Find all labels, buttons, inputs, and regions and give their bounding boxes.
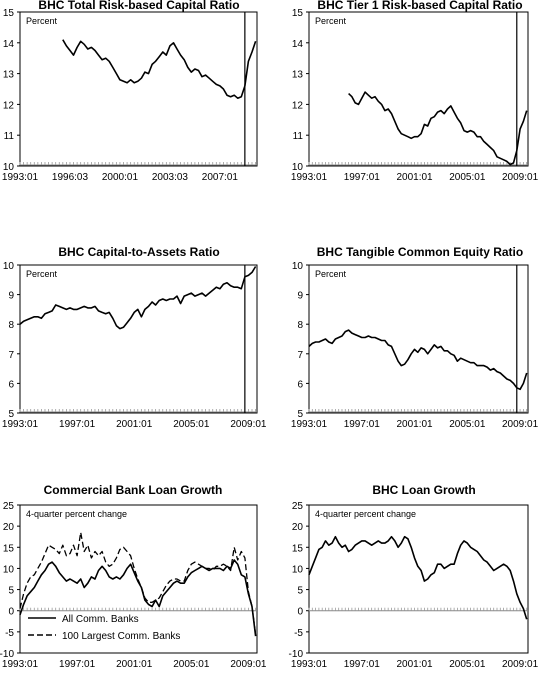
panel-4-xtick-label: 2001:01 — [396, 419, 433, 430]
panel-2-ytick-label: 14 — [292, 39, 304, 50]
panel-1-ytick-label: 14 — [3, 39, 15, 50]
panel-3-ytick-label: 8 — [8, 320, 14, 331]
panel-6-ytick-label: 20 — [292, 522, 304, 533]
panel-4-ytick-label: 6 — [297, 379, 303, 390]
panel-1-ytick-label: 12 — [3, 100, 15, 111]
panel-6-ytick-label: 25 — [292, 501, 304, 512]
panel-6-ytick-label: 5 — [297, 586, 303, 597]
panel-1-ytick-label: 13 — [3, 70, 15, 81]
panel-2-xtick-label: 2005:01 — [449, 172, 486, 183]
panel-1-unit-label: Percent — [26, 16, 58, 26]
panel-4-ytick-label: 8 — [297, 320, 303, 331]
panel-4-series-1-line — [308, 329, 528, 391]
panel-2-ytick-label: 10 — [292, 162, 304, 173]
panel-5-ytick-label: 15 — [3, 543, 15, 554]
panel-4-title: BHC Tangible Common Equity Ratio — [317, 245, 523, 259]
panel-6-series-1-line — [308, 535, 528, 620]
panel-4-xtick-label: 1993:01 — [291, 419, 328, 430]
panel-5-frame — [19, 504, 258, 654]
panel-3-ytick-label: 6 — [8, 379, 14, 390]
panel-2-ytick-label: 11 — [293, 131, 304, 142]
panel-4-unit-label: Percent — [315, 269, 347, 279]
panel-2-ytick-label: 13 — [292, 70, 304, 81]
panel-3-ytick-label: 10 — [3, 261, 15, 272]
panel-1-xtick-label: 2000:01 — [102, 172, 139, 183]
panel-4-ytick-label: 10 — [292, 261, 304, 272]
panel-2-ytick-label: 15 — [292, 8, 304, 19]
panel-2-xtick-label: 1997:01 — [344, 172, 381, 183]
panel-3-series-1-line — [19, 266, 257, 330]
panel-3-xtick-label: 2001:01 — [116, 419, 153, 430]
panel-1-xtick-label: 2003:03 — [152, 172, 189, 183]
panel-4-xtick-label: 1997:01 — [344, 419, 381, 430]
panel-3-xtick-label: 1993:01 — [2, 419, 39, 430]
panel-1-ytick-label: 15 — [3, 8, 15, 19]
panel-3-ytick-label: 7 — [8, 350, 14, 361]
panel-2-xtick-label: 2009:01 — [502, 172, 539, 183]
panel-3-xtick-label: 2009:01 — [230, 419, 267, 430]
panel-3-unit-label: Percent — [26, 269, 58, 279]
panel-3-xtick-label: 1997:01 — [59, 419, 96, 430]
panel-5-ytick-label: 5 — [8, 586, 14, 597]
panel-6-frame — [308, 504, 529, 654]
panel-4-xtick-label: 2009:01 — [502, 419, 539, 430]
panel-5-legend-label-2: 100 Largest Comm. Banks — [62, 631, 180, 642]
panel-6-ytick-label: 15 — [292, 543, 304, 554]
panel-2-series-1-line — [348, 91, 528, 166]
panel-4-ytick-label: 9 — [297, 291, 303, 302]
panel-2-xtick-label: 1993:01 — [291, 172, 328, 183]
panel-1-ytick-label: 10 — [3, 162, 15, 173]
panel-5-unit-label: 4-quarter percent change — [26, 509, 127, 519]
panel-4-ytick-label: 7 — [297, 350, 303, 361]
panel-5-series-1-line — [19, 559, 257, 637]
panel-1-series-1-line — [62, 39, 257, 99]
panel-2-xtick-label: 2001:01 — [396, 172, 433, 183]
panel-2-frame — [308, 11, 529, 167]
panel-6-xtick-label: 2001:01 — [396, 659, 433, 670]
panel-6-xtick-label: 1993:01 — [291, 659, 328, 670]
panel-5-ytick-label: 25 — [3, 501, 15, 512]
panel-5-legend-label-1: All Comm. Banks — [62, 614, 139, 625]
panel-5-ytick-label: 10 — [3, 564, 15, 575]
panel-5-xtick-label: 1997:01 — [59, 659, 96, 670]
panel-5-ytick-label: 20 — [3, 522, 15, 533]
panel-5-ytick-label: 0 — [8, 607, 14, 618]
panel-5-title: Commercial Bank Loan Growth — [44, 483, 223, 497]
panel-3-frame — [19, 264, 258, 414]
panel-3-xtick-label: 2005:01 — [173, 419, 210, 430]
panel-3-ytick-label: 5 — [8, 409, 14, 420]
panel-5-xtick-label: 2009:01 — [230, 659, 267, 670]
panel-1-xtick-label: 1996:03 — [52, 172, 89, 183]
panel-1-frame — [19, 11, 258, 167]
panel-5-xtick-label: 2001:01 — [116, 659, 153, 670]
panel-6-title: BHC Loan Growth — [372, 483, 475, 497]
panel-2-ytick-label: 12 — [292, 100, 304, 111]
panel-6-xtick-label: 2009:01 — [502, 659, 539, 670]
panel-4-xtick-label: 2005:01 — [449, 419, 486, 430]
panel-1-xtick-label: 1993:01 — [2, 172, 39, 183]
panel-5-series-2-line — [19, 531, 257, 635]
panel-2-unit-label: Percent — [315, 16, 347, 26]
panel-6-xtick-label: 1997:01 — [344, 659, 381, 670]
panel-6-ytick-label: -5 — [294, 628, 303, 639]
panel-1-ytick-label: 11 — [4, 131, 15, 142]
panel-2-title: BHC Tier 1 Risk-based Capital Ratio — [317, 0, 522, 12]
panel-4-ytick-label: 5 — [297, 409, 303, 420]
panel-6-xtick-label: 2005:01 — [449, 659, 486, 670]
panel-6-ytick-label: 0 — [297, 607, 303, 618]
panel-6-ytick-label: 10 — [292, 564, 304, 575]
panel-3-ytick-label: 9 — [8, 291, 14, 302]
panel-5-xtick-label: 2005:01 — [173, 659, 210, 670]
panel-6-ytick-label: -10 — [289, 649, 304, 660]
panel-5-xtick-label: 1993:01 — [2, 659, 39, 670]
panel-1-xtick-label: 2007:01 — [202, 172, 239, 183]
panel-1-title: BHC Total Risk-based Capital Ratio — [38, 0, 239, 12]
panel-5-ytick-label: -5 — [5, 628, 14, 639]
panel-3-title: BHC Capital-to-Assets Ratio — [58, 245, 219, 259]
panel-4-frame — [308, 264, 529, 414]
panel-5-ytick-label: -10 — [0, 649, 14, 660]
panel-6-unit-label: 4-quarter percent change — [315, 509, 416, 519]
